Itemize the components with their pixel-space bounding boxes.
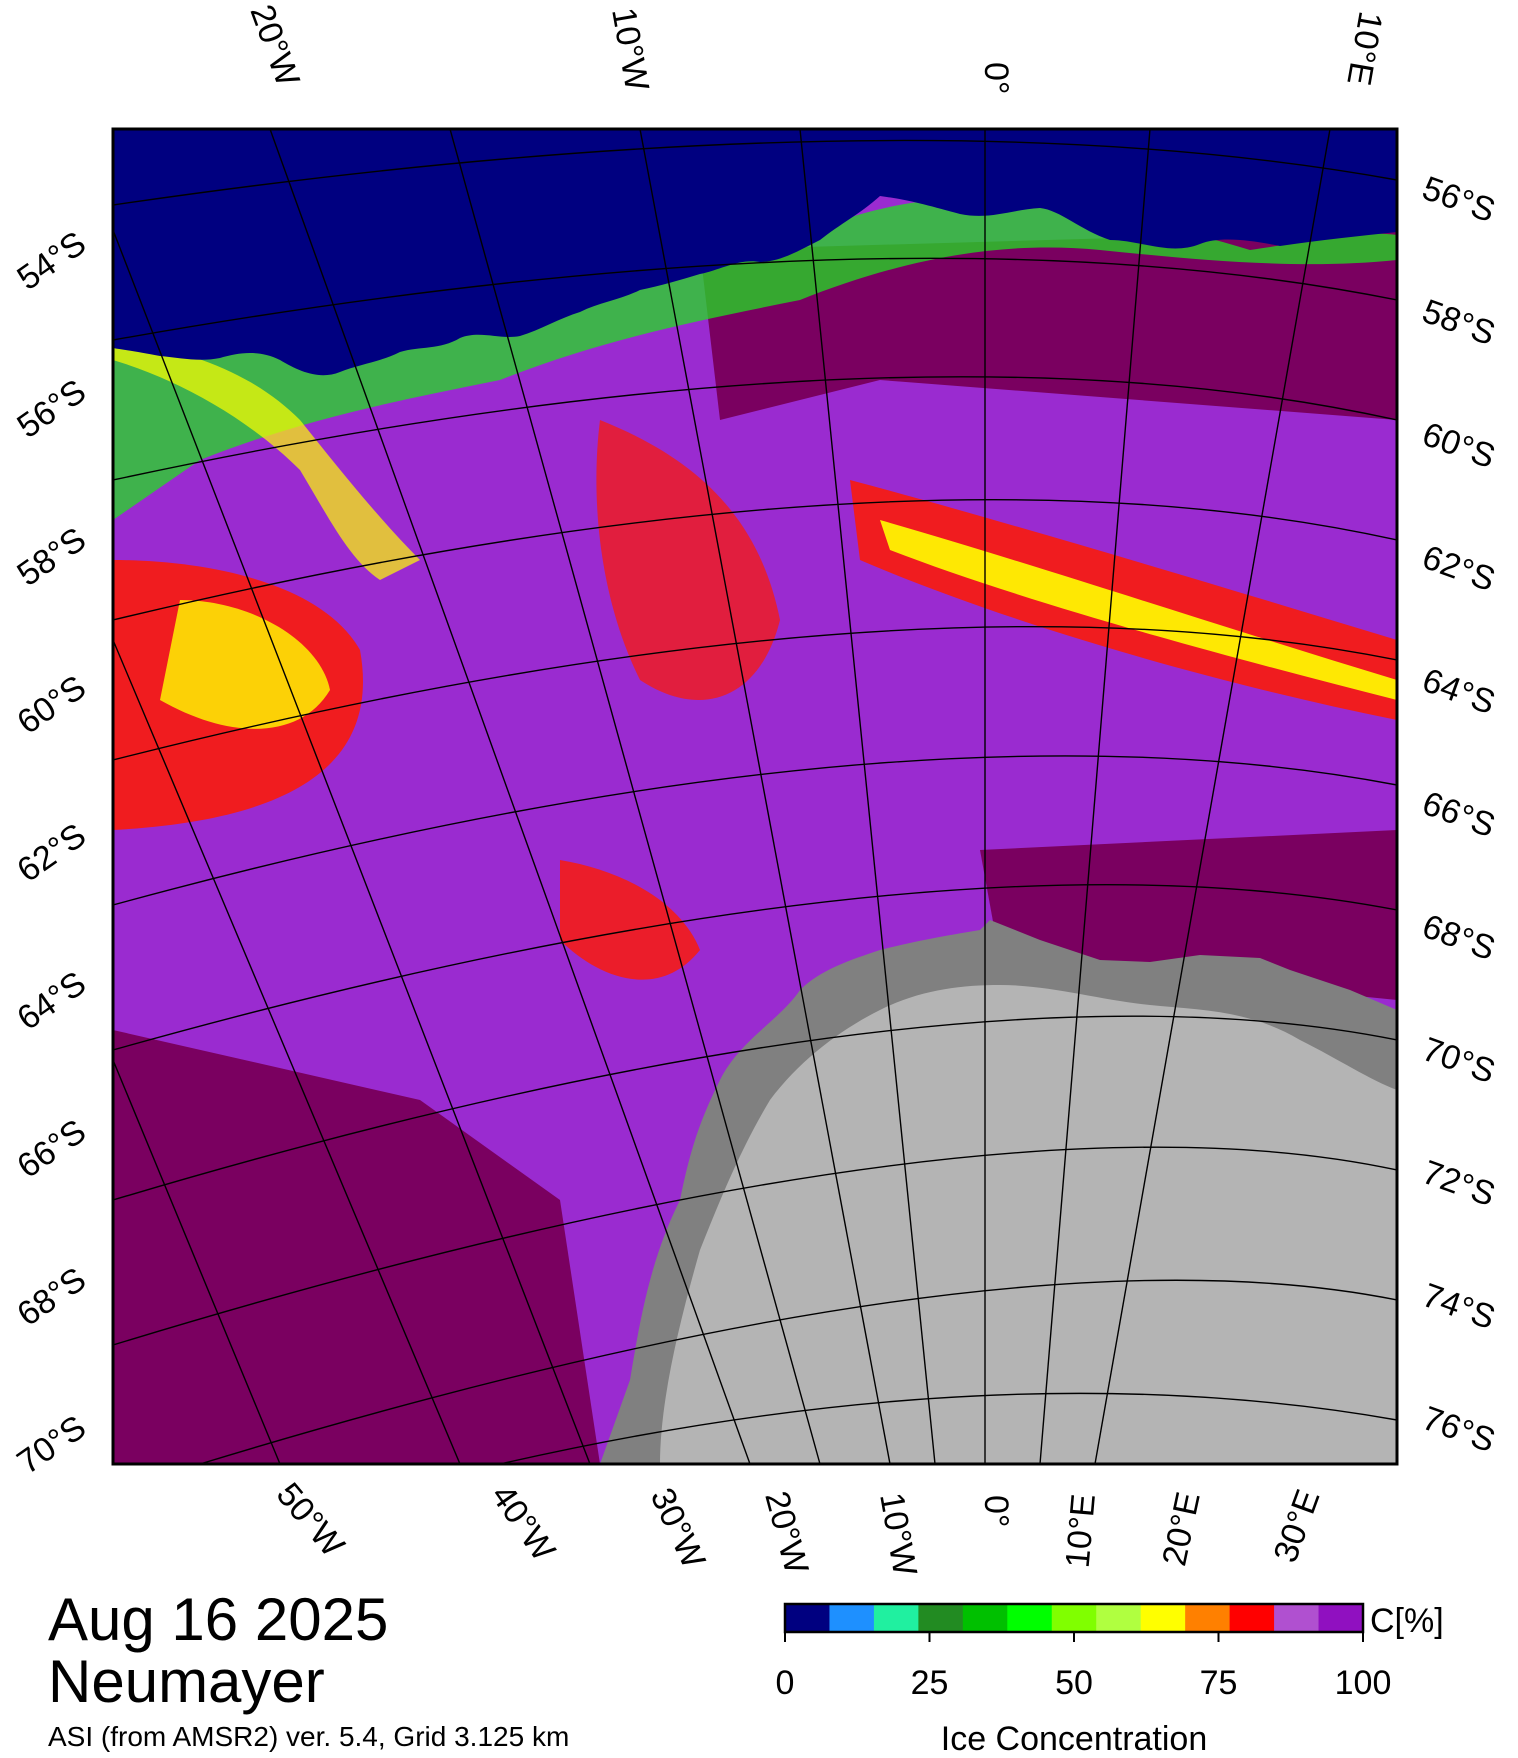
colorbar-tick-label: 0: [776, 1664, 795, 1702]
right-latitude-label: 72°S: [1417, 1153, 1500, 1214]
map-frame: [111, 127, 1399, 1466]
colorbar-segment: [829, 1604, 875, 1632]
bottom-longitude-label: 30°E: [1266, 1485, 1327, 1568]
left-latitude-label: 54°S: [10, 224, 92, 298]
right-latitude-labels: 56°S 58°S 60°S 62°S 64°S 66°S 68°S 70°S 72°S 74°S…: [1417, 169, 1500, 1460]
colorbar-segment: [1007, 1604, 1053, 1632]
colorbar-segment: [873, 1604, 919, 1632]
colorbar-segment: [1051, 1604, 1097, 1632]
right-latitude-label: 66°S: [1417, 784, 1500, 845]
right-latitude-label: 68°S: [1417, 907, 1500, 968]
left-latitude-label: 70°S: [10, 1408, 92, 1482]
right-latitude-label: 70°S: [1417, 1030, 1500, 1091]
ice-edge-yellow: [113, 340, 420, 580]
bottom-longitude-labels: 50°W 40°W 30°W 20°W 10°W 0° 10°E 20°E 30°E: [269, 1476, 1328, 1579]
station-title: Neumayer: [48, 1648, 325, 1715]
date-title: Aug 16 2025: [48, 1586, 389, 1653]
top-longitude-label: 20°W: [242, 0, 306, 91]
colorbar-segment: [1318, 1604, 1364, 1632]
low-ice-band-northeast: [880, 520, 1397, 700]
colorbar-segment: [1229, 1604, 1275, 1632]
left-latitude-label: 60°S: [10, 668, 92, 742]
right-latitude-label: 62°S: [1417, 538, 1500, 599]
left-latitude-label: 62°S: [10, 816, 92, 890]
colorbar-ticks: 0 25 50 75 100: [776, 1632, 1392, 1702]
bottom-longitude-label: 20°E: [1155, 1489, 1208, 1569]
product-description: ASI (from AMSR2) ver. 5.4, Grid 3.125 km: [48, 1721, 570, 1752]
colorbar-segment: [785, 1604, 830, 1632]
bottom-longitude-label: 40°W: [483, 1478, 562, 1568]
left-latitude-labels: 54°S 56°S 58°S 60°S 62°S 64°S 66°S 68°S 70°S: [10, 224, 92, 1482]
top-longitude-labels: 20°W 10°W 0° 10°E: [242, 0, 1389, 95]
low-ice-west: [160, 600, 330, 729]
antarctic-land: [660, 985, 1397, 1464]
bottom-longitude-label: 20°W: [757, 1487, 815, 1578]
top-longitude-label: 10°E: [1339, 9, 1389, 89]
colorbar-segment: [1096, 1604, 1142, 1632]
colorbar-segment: [1185, 1604, 1231, 1632]
colorbar-segment: [918, 1604, 964, 1632]
right-latitude-label: 60°S: [1417, 415, 1500, 476]
colorbar-segment: [1274, 1604, 1320, 1632]
colorbar: [785, 1604, 1364, 1632]
left-latitude-label: 66°S: [10, 1112, 92, 1186]
colorbar-tick-label: 100: [1335, 1664, 1392, 1702]
mixed-ice-south: [560, 860, 700, 980]
bottom-longitude-label: 10°W: [872, 1490, 924, 1579]
left-latitude-label: 56°S: [10, 372, 92, 446]
bottom-longitude-label: 10°E: [1059, 1492, 1103, 1569]
bottom-longitude-label: 50°W: [269, 1476, 352, 1564]
right-latitude-label: 58°S: [1417, 292, 1500, 353]
colorbar-tick-label: 50: [1055, 1664, 1093, 1702]
colorbar-title: Ice Concentration: [941, 1720, 1208, 1758]
left-latitude-label: 64°S: [10, 964, 92, 1038]
graticule: [113, 129, 1397, 1464]
colorbar-tick-label: 75: [1200, 1664, 1238, 1702]
colorbar-unit-label: C[%]: [1370, 1602, 1444, 1640]
left-latitude-label: 58°S: [10, 520, 92, 594]
dense-ice-north: [700, 230, 1397, 420]
colorbar-segment: [962, 1604, 1008, 1632]
right-latitude-label: 56°S: [1417, 169, 1500, 230]
top-longitude-label: 0°: [977, 62, 1015, 95]
bottom-longitude-label: 0°: [977, 1495, 1015, 1528]
right-latitude-label: 76°S: [1417, 1399, 1500, 1460]
colorbar-tick-label: 25: [911, 1664, 949, 1702]
top-longitude-label: 10°W: [604, 5, 656, 94]
open-water: [113, 129, 1397, 376]
right-latitude-label: 64°S: [1417, 661, 1500, 722]
left-latitude-label: 68°S: [10, 1260, 92, 1334]
bottom-longitude-label: 30°W: [643, 1482, 713, 1574]
colorbar-segment: [1140, 1604, 1186, 1632]
right-latitude-label: 74°S: [1417, 1276, 1500, 1337]
